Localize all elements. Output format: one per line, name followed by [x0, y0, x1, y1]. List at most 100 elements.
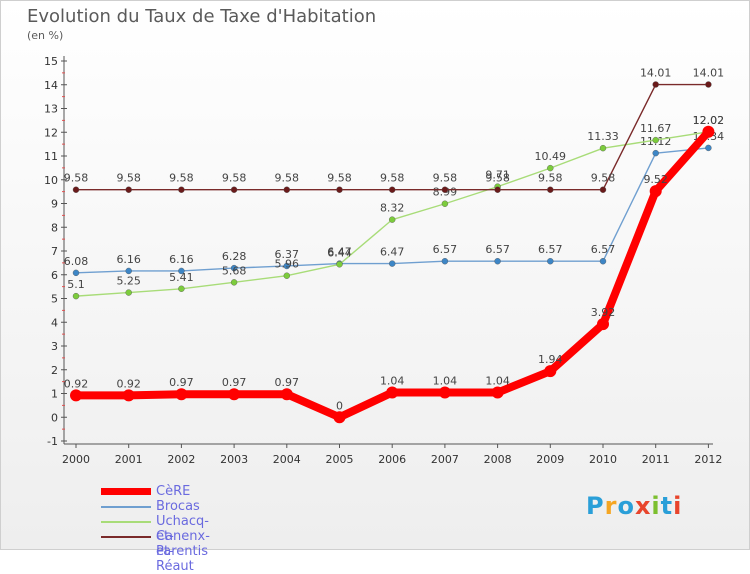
data-point — [441, 200, 449, 207]
data-point — [438, 386, 451, 399]
data-label: 9.58 — [591, 172, 616, 185]
y-tick-label: 10 — [44, 174, 58, 187]
data-label: 9.58 — [433, 172, 458, 185]
x-tick-label: 2001 — [115, 453, 143, 466]
data-point — [705, 144, 712, 152]
data-point — [178, 267, 185, 275]
data-point — [283, 186, 290, 193]
data-label: 1.94 — [538, 353, 563, 366]
x-tick-label: 2005 — [326, 453, 354, 466]
x-tick-label: 2000 — [62, 453, 90, 466]
data-label: 9.58 — [116, 172, 141, 185]
legend-swatch — [101, 536, 151, 538]
y-tick-label: 11 — [44, 150, 58, 163]
data-label: 0.97 — [169, 376, 194, 389]
data-label: 11.67 — [640, 122, 672, 135]
data-point — [599, 186, 607, 193]
data-point — [599, 258, 607, 265]
data-label: 10.49 — [535, 150, 567, 163]
data-point — [280, 388, 293, 401]
data-point — [547, 164, 554, 172]
data-point — [125, 267, 132, 275]
data-label: 1.04 — [433, 375, 458, 388]
data-label: 5.1 — [67, 278, 85, 291]
legend-label: CèRE — [156, 484, 191, 499]
data-point — [72, 269, 80, 277]
y-tick-label: 8 — [51, 221, 58, 234]
data-point — [389, 216, 396, 223]
data-label: 6.57 — [485, 243, 510, 256]
data-point — [178, 186, 185, 193]
data-label: 5.25 — [116, 275, 141, 288]
data-label: 9.58 — [64, 172, 89, 185]
data-label: 1.04 — [485, 375, 510, 388]
legend-label: Canenx-et-Réaut — [156, 529, 210, 574]
y-tick-label: -1 — [47, 435, 58, 448]
data-label: 6.57 — [433, 243, 458, 256]
x-tick-label: 2003 — [220, 453, 248, 466]
data-point — [494, 258, 501, 265]
data-label: 9.58 — [538, 172, 563, 185]
legend-swatch — [101, 488, 151, 495]
data-point — [230, 279, 238, 286]
data-label: 0 — [336, 399, 343, 412]
data-label: 9.58 — [327, 172, 352, 185]
x-tick-label: 2004 — [273, 453, 301, 466]
data-label: 12.02 — [693, 114, 725, 127]
data-point — [175, 388, 188, 401]
data-point — [494, 186, 501, 193]
data-label: 3.92 — [591, 306, 616, 319]
logo-letter: i — [651, 492, 661, 520]
data-point — [386, 386, 399, 399]
data-point — [125, 186, 132, 193]
legend-swatch — [101, 506, 151, 508]
data-label: 6.37 — [275, 248, 300, 261]
data-point — [72, 292, 80, 300]
data-point — [389, 260, 396, 267]
data-label: 5.96 — [275, 258, 300, 271]
data-label: 6.47 — [327, 246, 352, 259]
data-label: 6.57 — [591, 243, 616, 256]
data-point — [597, 318, 609, 331]
data-point — [544, 365, 557, 378]
x-tick-label: 2007 — [431, 453, 459, 466]
x-tick-label: 2008 — [484, 453, 512, 466]
data-label: 0.92 — [64, 377, 89, 390]
data-label: 1.04 — [380, 375, 405, 388]
data-point — [652, 81, 659, 88]
data-label: 9.58 — [485, 172, 510, 185]
data-label: 14.01 — [640, 67, 672, 80]
data-label: 14.01 — [693, 67, 725, 80]
x-tick-label: 2012 — [694, 453, 722, 466]
data-point — [652, 149, 659, 157]
data-point — [649, 185, 662, 198]
data-point — [333, 411, 346, 424]
data-point — [389, 186, 396, 193]
chart-title: Evolution du Taux de Taxe d'Habitation — [27, 6, 377, 27]
data-point — [705, 81, 712, 88]
data-point — [547, 258, 554, 265]
y-tick-label: 14 — [44, 79, 58, 92]
data-label: 6.16 — [116, 253, 141, 266]
data-point — [70, 389, 82, 402]
data-label: 9.52 — [643, 173, 668, 186]
logo-letter: t — [660, 492, 674, 520]
y-tick-label: 13 — [44, 103, 58, 116]
logo-letter: P — [586, 492, 605, 520]
data-point — [178, 285, 185, 292]
y-tick-label: 1 — [51, 388, 58, 401]
x-tick-label: 2009 — [536, 453, 564, 466]
data-label: 0.97 — [222, 376, 247, 389]
x-tick-label: 2006 — [378, 453, 406, 466]
data-label: 5.68 — [222, 264, 247, 277]
y-tick-label: 6 — [51, 269, 58, 282]
data-point — [441, 186, 449, 193]
x-tick-label: 2010 — [589, 453, 617, 466]
data-point — [228, 388, 241, 401]
y-tick-label: 15 — [44, 55, 58, 68]
proxiti-logo: Proxiti — [586, 492, 682, 520]
y-tick-label: 3 — [51, 340, 58, 353]
x-tick-label: 2002 — [167, 453, 195, 466]
data-point — [122, 389, 135, 402]
